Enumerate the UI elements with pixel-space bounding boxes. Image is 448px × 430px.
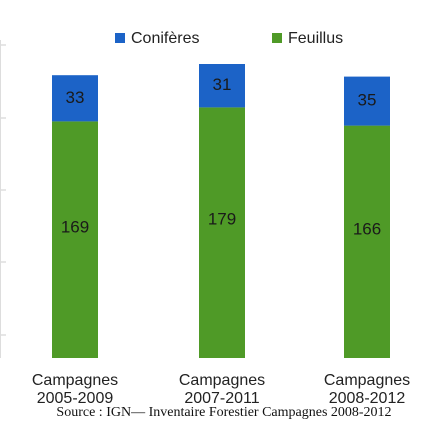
legend-label: Conifères bbox=[131, 30, 199, 47]
data-label: 33 bbox=[66, 88, 85, 107]
data-label: 169 bbox=[61, 217, 89, 236]
source-note: Source : IGN— Inventaire Forestier Campa… bbox=[56, 405, 391, 420]
x-tick-label: Campagnes 2005-2009 bbox=[32, 372, 118, 407]
bar-segment bbox=[199, 107, 245, 359]
legend-swatch bbox=[115, 33, 125, 43]
data-label: 166 bbox=[353, 220, 381, 239]
bar-segment bbox=[344, 125, 390, 358]
bar-segment bbox=[199, 64, 245, 108]
x-tick-label: Campagnes 2008-2012 bbox=[324, 372, 410, 407]
bar-segment bbox=[52, 75, 98, 122]
data-label: 31 bbox=[213, 75, 232, 94]
data-label: 35 bbox=[358, 91, 377, 110]
data-label: 179 bbox=[208, 210, 236, 229]
legend-label: Feuillus bbox=[288, 30, 343, 47]
legend-swatch bbox=[272, 33, 282, 43]
x-tick-label: Campagnes 2007-2011 bbox=[179, 372, 265, 407]
bar-segment bbox=[344, 76, 390, 126]
bar-segment bbox=[52, 121, 98, 359]
